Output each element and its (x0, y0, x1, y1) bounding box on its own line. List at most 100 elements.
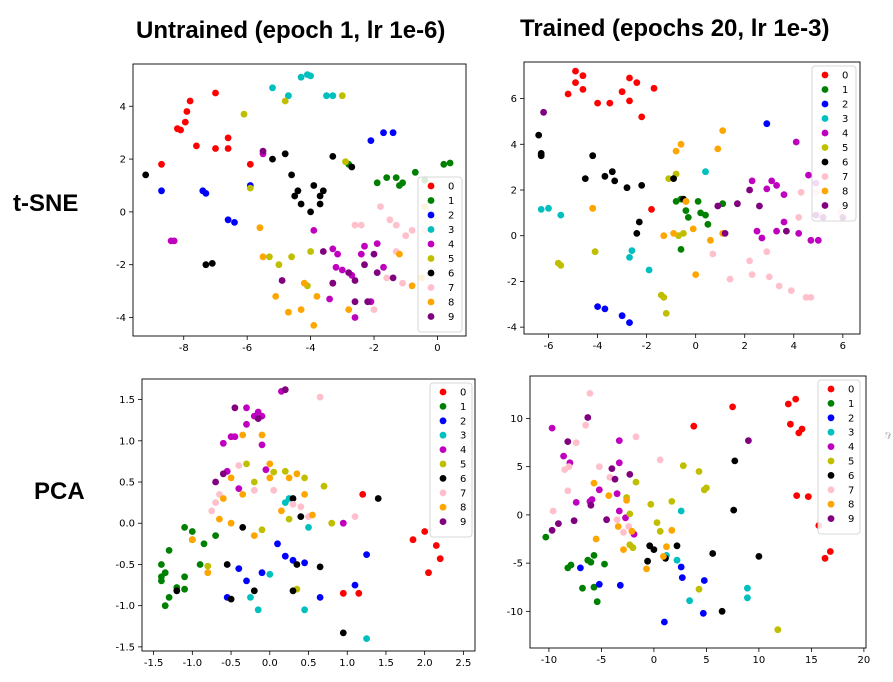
scatter-point-class-0 (729, 403, 736, 411)
scatter-point-class-4 (339, 519, 347, 527)
scatter-point-class-9 (548, 526, 556, 534)
scatter-point-class-2 (677, 563, 685, 571)
legend-marker-class-9 (427, 313, 435, 320)
scatter-point-class-5 (656, 527, 664, 535)
scatter-point-class-4 (329, 245, 337, 253)
x-tick-label: 0.0 (262, 658, 278, 669)
scatter-point-class-8 (396, 250, 403, 258)
x-tick-label: -4 (306, 343, 316, 354)
legend-marker-class-0 (827, 385, 835, 393)
scatter-point-class-9 (319, 248, 327, 255)
scatter-point-class-0 (626, 74, 633, 82)
legend-label-class-1: 1 (448, 196, 454, 207)
scatter-point-class-9 (756, 202, 763, 210)
y-tick-label: 5 (517, 462, 523, 473)
legend-marker-class-8 (821, 187, 829, 195)
legend-label-class-7: 7 (460, 488, 466, 499)
scatter-point-class-8 (297, 306, 305, 313)
scatter-point-class-0 (183, 108, 191, 115)
scatter-point-class-8 (313, 293, 321, 300)
axes-frame (132, 63, 467, 337)
scatter-point-class-5 (328, 519, 336, 527)
legend-label-class-1: 1 (842, 85, 848, 96)
scatter-point-class-6 (670, 175, 677, 183)
scatter-point-class-6 (289, 587, 297, 595)
scatter-point-class-1 (158, 561, 165, 568)
scatter-point-class-1 (590, 552, 598, 559)
scatter-point-class-7 (386, 216, 394, 224)
legend-marker-class-0 (439, 388, 447, 396)
scatter-point-class-0 (432, 542, 440, 549)
scatter-point-class-7 (586, 390, 594, 397)
scatter-point-class-4 (758, 234, 766, 242)
scatter-point-class-1 (161, 569, 169, 577)
scatter-point-class-4 (548, 424, 556, 432)
scatter-point-class-1 (188, 528, 196, 535)
scatter-point-class-6 (293, 561, 301, 568)
legend-marker-class-7 (821, 173, 829, 180)
scatter-point-class-9 (626, 471, 634, 478)
scatter-point-class-6 (650, 546, 658, 553)
scatter-point-class-6 (339, 629, 347, 637)
scatter-point-class-0 (798, 425, 806, 433)
scatter-point-class-8 (310, 322, 318, 329)
scatter-point-class-6 (673, 542, 681, 550)
legend-label-class-2: 2 (848, 413, 854, 424)
scatter-point-class-7 (726, 275, 734, 283)
legend-box (811, 65, 857, 222)
scatter-point-class-1 (677, 246, 685, 253)
scatter-point-class-0 (784, 400, 792, 408)
scatter-point-class-4 (792, 138, 800, 146)
scatter-point-class-5 (632, 478, 640, 486)
scatter-point-class-4 (615, 507, 623, 515)
scatter-point-class-4 (380, 263, 387, 271)
x-tick-label: -1.5 (144, 658, 164, 669)
scatter-point-class-6 (755, 553, 763, 560)
scatter-point-class-1 (440, 160, 448, 168)
legend-marker-class-7 (439, 489, 447, 497)
scatter-point-class-2 (258, 569, 266, 577)
x-tick-label: 4 (791, 341, 797, 352)
scatter-point-class-4 (780, 191, 788, 199)
scatter-point-class-9 (745, 437, 752, 444)
legend-marker-class-8 (427, 298, 435, 306)
scatter-point-class-8 (714, 145, 722, 153)
scatter-point-class-5 (653, 519, 661, 526)
legend-label-class-4: 4 (848, 442, 854, 453)
scatter-point-class-4 (780, 218, 788, 226)
scatter-point-class-3 (269, 84, 276, 92)
scatter-point-class-6 (297, 513, 305, 520)
legend-label-class-7: 7 (448, 283, 454, 294)
row-title-pca: PCA (34, 478, 85, 505)
scatter-point-class-8 (692, 271, 700, 278)
legend-label-class-8: 8 (848, 500, 854, 511)
scatter-point-class-1 (181, 524, 189, 531)
scatter-point-class-5 (275, 261, 283, 269)
scatter-point-class-4 (572, 499, 580, 506)
scatter-point-class-9 (351, 277, 359, 284)
scatter-point-class-1 (212, 532, 220, 539)
scatter-point-class-0 (181, 118, 189, 126)
scatter-point-class-6 (294, 187, 302, 195)
legend-label-class-5: 5 (460, 460, 466, 471)
scatter-point-class-4 (805, 171, 812, 179)
legend-label-class-2: 2 (842, 100, 848, 111)
legend-marker-class-6 (821, 158, 829, 166)
legend-marker-class-4 (821, 129, 829, 137)
scatter-point-class-8 (227, 519, 235, 527)
legend-label-class-0: 0 (460, 388, 466, 399)
scatter-point-class-4 (768, 177, 776, 185)
y-tick-label: -4 (116, 313, 126, 324)
scatter-point-class-4 (595, 486, 603, 494)
legend-label-class-7: 7 (842, 172, 848, 183)
y-tick-label: -1.5 (115, 642, 135, 653)
scatter-point-class-6 (348, 163, 356, 171)
scatter-point-class-6 (208, 260, 216, 267)
axes-frame (529, 375, 867, 649)
scatter-point-class-1 (200, 540, 208, 548)
scatter-point-class-0 (606, 99, 614, 107)
scatter-point-class-0 (579, 86, 587, 93)
scatter-point-class-1 (601, 560, 608, 568)
legend-label-class-3: 3 (842, 114, 848, 125)
y-tick-label: 10 (510, 414, 523, 425)
